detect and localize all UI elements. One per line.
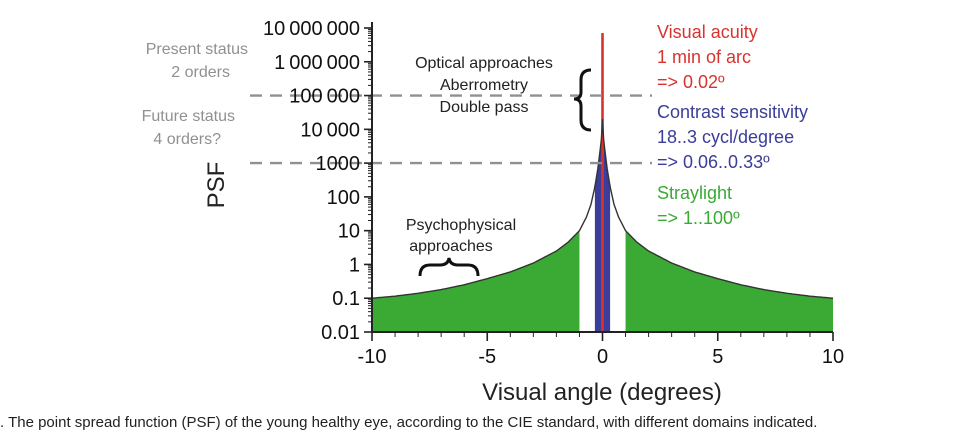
contrast-sensitivity-title: Contrast sensitivity [657,102,808,122]
aberrometry-label: Aberrometry [440,77,528,94]
x-tick-label: -5 [478,346,496,368]
psf-curve [371,119,834,299]
present-status-label: Present status [146,41,248,58]
contrast-sensitivity-range: => 0.06..0.33º [657,152,770,172]
visual-acuity-detail: 1 min of arc [657,47,751,67]
x-axis-title: Visual angle (degrees) [482,379,722,406]
y-tick-label: 1000 [316,153,361,175]
x-tick-label: 5 [712,346,723,368]
future-status-label: Future status [142,108,235,125]
y-tick-label: 0.01 [321,322,360,344]
future-status-sub: 4 orders? [153,131,221,148]
visual-acuity-spike [601,33,604,332]
approaches-label: approaches [409,238,493,255]
optical-approaches-label: Optical approaches [415,55,553,72]
y-tick-label: 1 [349,254,360,276]
optical-brace-icon [573,68,592,132]
double-pass-label: Double pass [440,99,529,116]
y-axis: 0.01 0.1 1 10 100 1000 10 000 100 000 1 000 000 1… [263,18,373,344]
x-tick-label: 0 [597,346,608,368]
visual-acuity-range: => 0.02º [657,72,725,92]
contrast-sensitivity-detail: 18..3 cycl/degree [657,127,794,147]
figure-caption: . The point spread function (PSF) of the… [0,414,818,431]
y-tick-label: 10 [338,221,360,243]
y-tick-label: 100 000 [289,86,360,108]
straylight-title: Straylight [657,183,732,203]
y-axis-title: PSF [203,162,230,209]
y-tick-label: 10 000 000 [263,18,360,40]
y-tick-label: 100 [327,187,360,209]
y-tick-label: 10 000 [300,119,360,141]
psychophysical-label: Psychophysical [406,217,516,234]
visual-acuity-title: Visual acuity [657,22,758,42]
x-tick-label: 10 [822,346,844,368]
plot-area [371,33,834,332]
y-tick-label: 1 000 000 [274,52,360,74]
x-tick-label: -10 [358,346,387,368]
straylight-region-left [372,230,580,332]
straylight-region-right [625,230,833,332]
straylight-range: => 1..100º [657,208,740,228]
x-axis: -10 -5 0 5 10 [358,331,844,368]
reference-lines [250,94,652,165]
psychophysical-brace-icon [418,257,480,277]
present-status-sub: 2 orders [171,64,230,81]
y-tick-label: 0.1 [332,288,360,310]
